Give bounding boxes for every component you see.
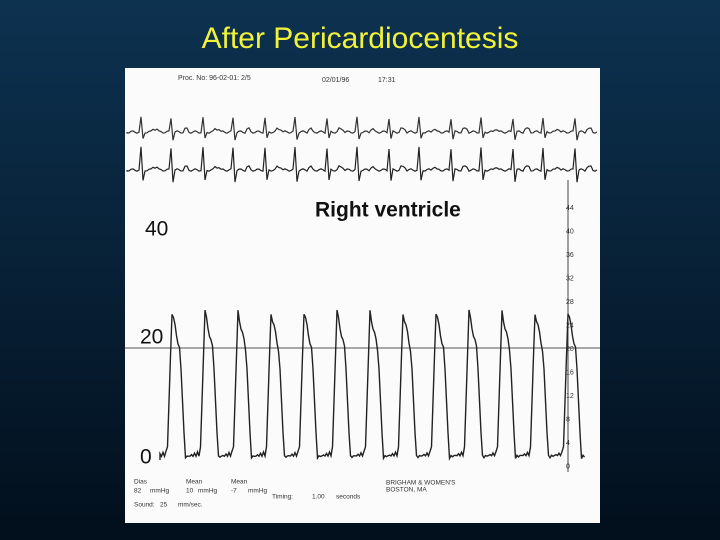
footer-text: Mean <box>231 479 248 486</box>
footer-text: mmHg <box>150 488 170 495</box>
scale-label: 40 <box>145 218 168 241</box>
ecg-trace <box>126 116 598 141</box>
tracing-paper <box>125 68 600 523</box>
scale-number: 24 <box>566 322 574 329</box>
footer-text: Timing: <box>272 494 293 501</box>
header-text: 17:31 <box>378 77 396 84</box>
footer-text: BRIGHAM & WOMEN'S <box>386 480 456 487</box>
scale-number: 0 <box>566 463 570 470</box>
footer-text: BOSTON, MA <box>386 487 427 494</box>
footer-text: seconds <box>336 494 361 501</box>
slide-title: After Pericardiocentesis <box>202 22 519 55</box>
scale-number: 36 <box>566 252 574 259</box>
footer-text: Mean <box>186 479 203 486</box>
ecg-trace <box>126 146 598 183</box>
footer-text: mmHg <box>248 488 268 495</box>
scale-label: 0 <box>140 446 152 469</box>
scale-number: 4 <box>566 440 570 447</box>
trace-label: Right ventricle <box>315 199 461 222</box>
scale-number: 32 <box>566 275 574 282</box>
footer-text: mm/sec. <box>178 502 203 509</box>
footer-text: mmHg <box>198 488 218 495</box>
scale-number: 8 <box>566 416 570 423</box>
scale-number: 40 <box>566 228 574 235</box>
scale-number: 12 <box>566 393 574 400</box>
scale-number: 16 <box>566 369 574 376</box>
footer-text: 10 <box>186 488 194 495</box>
footer-text: Dias <box>134 479 148 486</box>
footer-text: 82 <box>134 488 142 495</box>
scale-number: 44 <box>566 205 574 212</box>
footer-text: Sound: <box>134 502 155 509</box>
scale-number: 20 <box>566 346 574 353</box>
footer-text: -7 <box>231 488 237 495</box>
scale-label: 20 <box>140 326 163 349</box>
header-text: Proc. No: 96-02-01: 2/5 <box>178 75 251 82</box>
scale-number: 28 <box>566 299 574 306</box>
footer-text: 1.00 <box>312 494 325 501</box>
footer-text: 25 <box>160 502 168 509</box>
header-text: 02/01/96 <box>322 77 349 84</box>
pressure-trace <box>159 309 586 461</box>
